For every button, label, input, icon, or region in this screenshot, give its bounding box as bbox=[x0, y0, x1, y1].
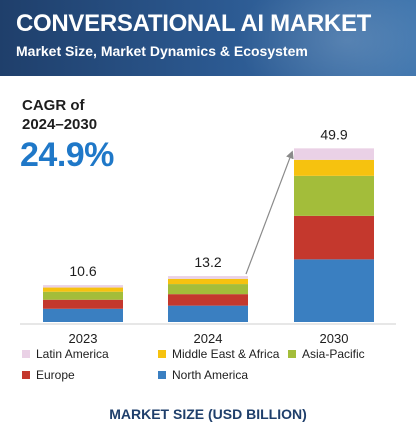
legend-swatch-europe bbox=[22, 371, 30, 379]
legend-label-asia-pacific: Asia-Pacific bbox=[302, 347, 365, 361]
bar-total-label-2023: 10.6 bbox=[69, 263, 96, 279]
bar-segment-asia-pacific-2030 bbox=[294, 175, 374, 216]
legend-label-latin-america: Latin America bbox=[36, 347, 109, 361]
bar-segment-north-america-2030 bbox=[294, 259, 374, 322]
cagr-label: CAGR of 2024–2030 bbox=[22, 96, 97, 134]
cagr-value: 24.9% bbox=[20, 136, 114, 174]
bar-segment-middle-east-africa-2023 bbox=[43, 287, 123, 292]
legend-label-north-america: North America bbox=[172, 368, 248, 382]
bar-total-label-2030: 49.9 bbox=[320, 126, 347, 142]
bar-segment-europe-2023 bbox=[43, 299, 123, 309]
bar-segment-north-america-2023 bbox=[43, 308, 123, 322]
cagr-label-line2: 2024–2030 bbox=[22, 116, 98, 133]
legend-swatch-north-america bbox=[158, 371, 166, 379]
header-banner: CONVERSATIONAL AI MARKET Market Size, Ma… bbox=[0, 0, 416, 76]
legend-swatch-latin-america bbox=[22, 350, 30, 358]
bar-segment-europe-2030 bbox=[294, 215, 374, 260]
x-tick-label-2030: 2030 bbox=[320, 331, 349, 346]
bar-segment-north-america-2024 bbox=[168, 305, 248, 322]
page-subtitle: Market Size, Market Dynamics & Ecosystem bbox=[16, 43, 308, 59]
bar-segment-middle-east-africa-2030 bbox=[294, 159, 374, 176]
bar-segment-middle-east-africa-2024 bbox=[168, 278, 248, 285]
legend-label-middle-east-africa: Middle East & Africa bbox=[172, 347, 280, 361]
x-axis-title: MARKET SIZE (USD BILLION) bbox=[109, 406, 307, 422]
bar-segment-asia-pacific-2023 bbox=[43, 291, 123, 300]
bar-segment-asia-pacific-2024 bbox=[168, 284, 248, 295]
growth-arrow bbox=[245, 150, 294, 275]
bar-segment-europe-2024 bbox=[168, 294, 248, 306]
legend-label-europe: Europe bbox=[36, 368, 75, 382]
x-tick-label-2024: 2024 bbox=[194, 331, 223, 346]
bar-segment-latin-america-2030 bbox=[294, 148, 374, 160]
bar-segment-latin-america-2023 bbox=[43, 285, 123, 288]
bar-segment-latin-america-2024 bbox=[168, 276, 248, 279]
cagr-label-line1: CAGR of bbox=[22, 97, 85, 114]
bar-total-label-2024: 13.2 bbox=[194, 254, 221, 270]
legend-swatch-middle-east-africa bbox=[158, 350, 166, 358]
x-tick-label-2023: 2023 bbox=[69, 331, 98, 346]
legend-swatch-asia-pacific bbox=[288, 350, 296, 358]
